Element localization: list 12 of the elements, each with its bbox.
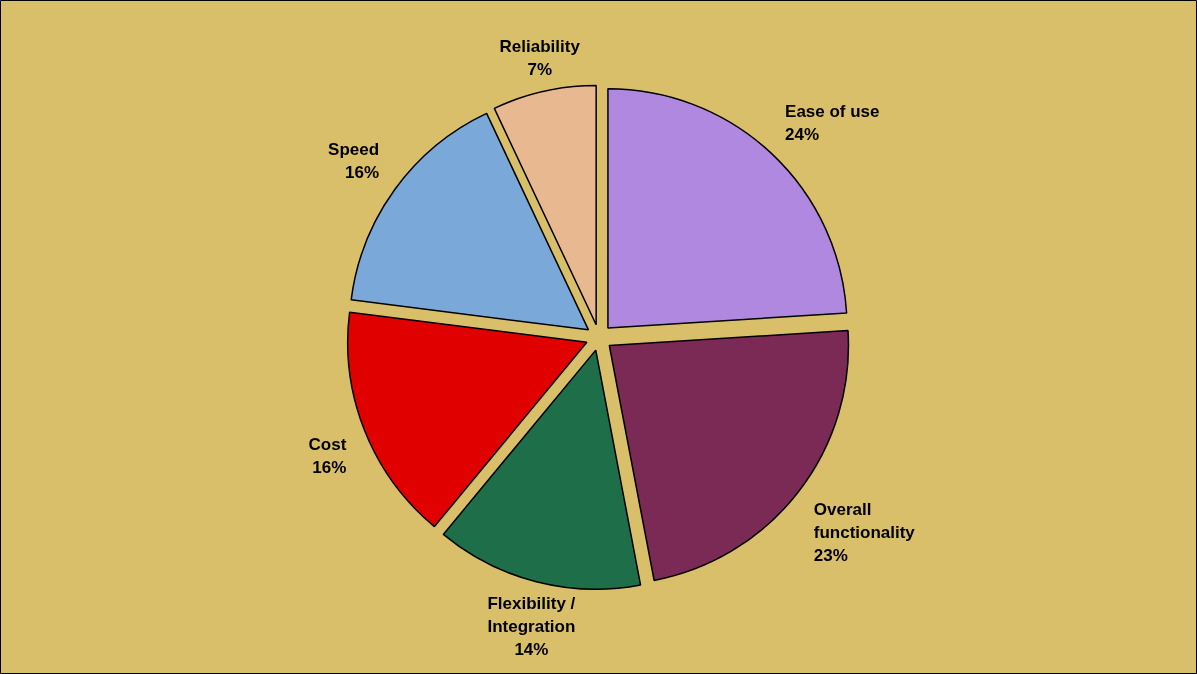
data-label: 16%	[312, 457, 347, 477]
slice-label: Reliability	[499, 36, 581, 56]
data-label: 7%	[527, 59, 553, 79]
slice-label: Speed	[328, 139, 380, 159]
slice-label: Overall functionality	[813, 500, 916, 542]
data-label: 24%	[785, 125, 820, 145]
data-label: 23%	[813, 545, 848, 565]
slice-label: Cost	[308, 435, 347, 455]
data-label: 14%	[514, 640, 549, 660]
data-label: 16%	[345, 162, 380, 182]
slice-label: Flexibility / Integration	[487, 594, 576, 637]
slice-label: Ease of use	[785, 102, 880, 122]
